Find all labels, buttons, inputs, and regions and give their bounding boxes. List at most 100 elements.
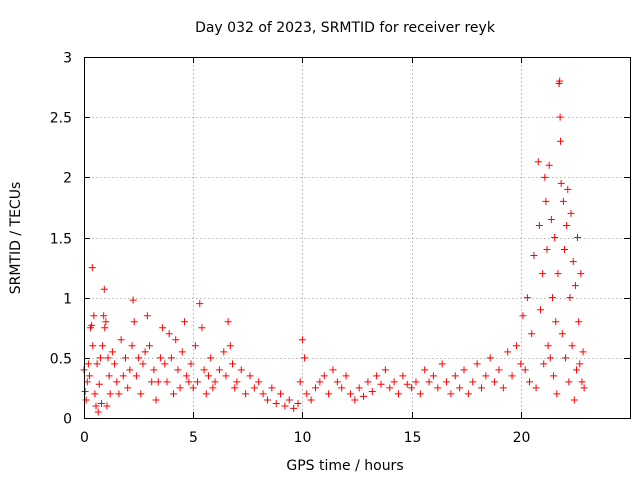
data-point (539, 270, 547, 278)
data-point (196, 300, 204, 308)
data-point (320, 372, 328, 380)
data-point (540, 360, 548, 368)
x-tick-label: 0 (80, 430, 89, 446)
data-point (172, 336, 180, 344)
data-point (101, 324, 109, 332)
data-point (342, 372, 350, 380)
data-point (242, 390, 250, 398)
data-point (113, 378, 121, 386)
data-point (541, 173, 549, 181)
data-point (460, 366, 468, 374)
data-point (178, 348, 186, 356)
data-point (92, 402, 100, 410)
data-point (207, 354, 215, 362)
data-point (163, 378, 171, 386)
data-point (148, 378, 156, 386)
data-point (567, 209, 575, 217)
data-point (226, 342, 234, 350)
x-axis-label: GPS time / hours (286, 458, 403, 474)
data-point (329, 366, 337, 374)
data-point (425, 378, 433, 386)
data-point (547, 215, 555, 223)
data-point (97, 400, 105, 408)
data-point (307, 396, 315, 404)
data-point (552, 318, 560, 326)
data-point (152, 396, 160, 404)
data-point (572, 366, 580, 374)
data-point (202, 390, 210, 398)
data-point (562, 354, 570, 362)
data-point (150, 366, 158, 374)
data-point (495, 366, 503, 374)
data-point (553, 390, 561, 398)
data-point (565, 378, 573, 386)
data-point (139, 360, 147, 368)
data-point (128, 342, 136, 350)
data-point (386, 384, 394, 392)
data-point (204, 372, 212, 380)
x-tick-label: 15 (404, 430, 422, 446)
data-point (373, 372, 381, 380)
data-point (209, 384, 217, 392)
data-point (473, 360, 481, 368)
data-point (556, 113, 564, 121)
data-point (580, 384, 588, 392)
data-point (338, 384, 346, 392)
data-point (560, 246, 568, 254)
chart-title: Day 032 of 2023, SRMTID for receiver rey… (195, 20, 496, 36)
data-point (557, 137, 565, 145)
data-point (222, 372, 230, 380)
data-point (408, 384, 416, 392)
data-point (554, 270, 562, 278)
data-point (563, 221, 571, 229)
data-point (504, 348, 512, 356)
data-point (126, 366, 134, 374)
x-tick-label: 20 (513, 430, 531, 446)
data-point (124, 384, 132, 392)
data-point (526, 378, 534, 386)
data-point (558, 330, 566, 338)
data-point (156, 354, 164, 362)
data-point (108, 348, 116, 356)
data-point (233, 378, 241, 386)
data-point (191, 342, 199, 350)
data-point (438, 360, 446, 368)
data-point (294, 400, 302, 408)
data-point (530, 252, 538, 260)
data-point (456, 384, 464, 392)
data-point (570, 396, 578, 404)
data-point (351, 396, 359, 404)
data-point (84, 360, 92, 368)
data-point (577, 270, 585, 278)
data-point (429, 372, 437, 380)
data-point (534, 158, 542, 166)
data-point (578, 378, 586, 386)
data-point (434, 384, 442, 392)
data-point (281, 402, 289, 410)
data-point (167, 354, 175, 362)
data-point (464, 390, 472, 398)
data-point (231, 384, 239, 392)
data-point (325, 390, 333, 398)
data-point (519, 312, 527, 320)
data-point (528, 330, 536, 338)
data-point (469, 378, 477, 386)
data-point (535, 221, 543, 229)
data-point (93, 360, 101, 368)
data-point (255, 378, 263, 386)
data-point (121, 354, 129, 362)
data-point (508, 372, 516, 380)
data-point (566, 294, 574, 302)
data-point (161, 360, 169, 368)
data-point (559, 197, 567, 205)
data-point (568, 342, 576, 350)
data-point (298, 336, 306, 344)
data-point (523, 294, 531, 302)
data-point (159, 324, 167, 332)
axis-ticks (84, 57, 630, 419)
data-point (360, 392, 368, 400)
y-tick-labels: 0 0.5 1 1.5 2 2.5 3 (50, 51, 72, 428)
data-point (115, 390, 123, 398)
y-axis-label: SRMTID / TECUs (8, 182, 24, 295)
